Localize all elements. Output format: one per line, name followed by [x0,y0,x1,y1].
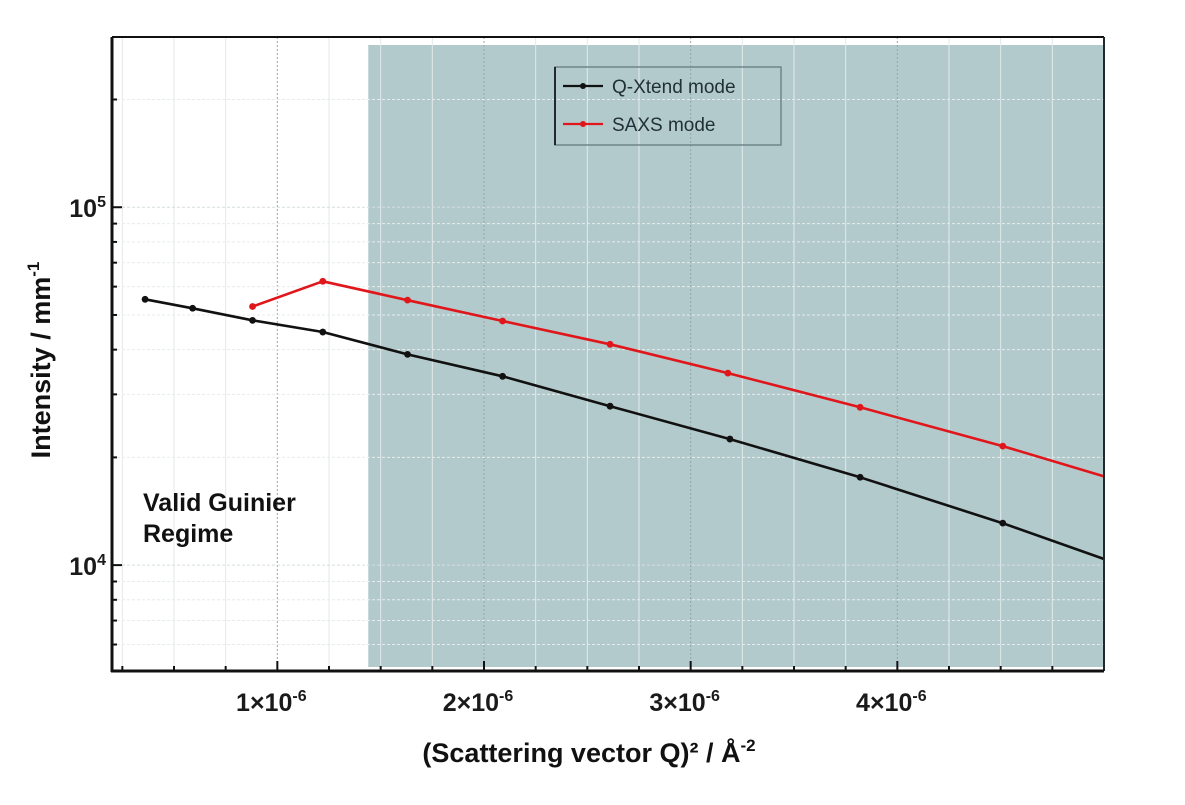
data-point [999,519,1007,527]
data-point [726,435,734,443]
data-point [249,303,256,310]
y-tick-label: 105 [69,194,106,223]
data-point [319,277,327,285]
grid-lines [112,37,1104,671]
legend-item-saxs: SAXS mode [563,115,716,136]
data-point [499,317,506,325]
data-point [141,295,149,303]
y-tick-label: 104 [69,552,106,581]
data-point [606,402,614,410]
y-axis-title-exponent: -1 [24,262,43,277]
series-qxtend [141,295,1105,561]
annotation-line-1: Valid Guinier [143,489,296,517]
legend: Q-Xtend mode SAXS mode [554,66,782,146]
legend-marker-qxtend [580,83,586,89]
y-axis-title: Intensity / mm-1 [24,262,56,459]
x-axis-title-main: (Scattering vector Q)² / Å [422,737,740,768]
data-point [856,403,864,411]
x-tick-label: 1×10-6 [236,688,307,717]
data-point [189,304,197,312]
x-axis-title: (Scattering vector Q)² / Å-2 [422,736,755,768]
legend-label-qxtend: Q-Xtend mode [612,77,736,98]
x-tick-label: 3×10-6 [649,688,720,717]
legend-item-qxtend: Q-Xtend mode [563,77,736,98]
axis-ticks: 1×10-6 2×10-6 3×10-6 4×10-6 104 105 [69,98,1054,717]
data-point [249,316,256,324]
data-point [404,350,411,358]
data-point [499,372,506,380]
y-axis-title-main: Intensity / mm [26,277,56,459]
x-axis-title-exponent: -2 [740,736,755,755]
annotation-line-2: Regime [143,520,233,548]
data-point [724,369,732,377]
data-point [606,340,614,348]
data-point [999,442,1007,450]
annotation-valid-guinier: Valid Guinier Regime [143,489,296,548]
shaded-region-rect [368,45,1104,667]
series-saxs [249,277,1105,478]
data-point [856,473,864,481]
data-series [141,277,1105,561]
data-point [319,328,327,336]
data-point [404,296,411,304]
legend-marker-saxs [580,121,586,127]
x-tick-label: 2×10-6 [443,688,514,717]
shaded-region [368,45,1104,667]
legend-label-saxs: SAXS mode [612,115,716,136]
x-tick-label: 4×10-6 [856,688,927,717]
